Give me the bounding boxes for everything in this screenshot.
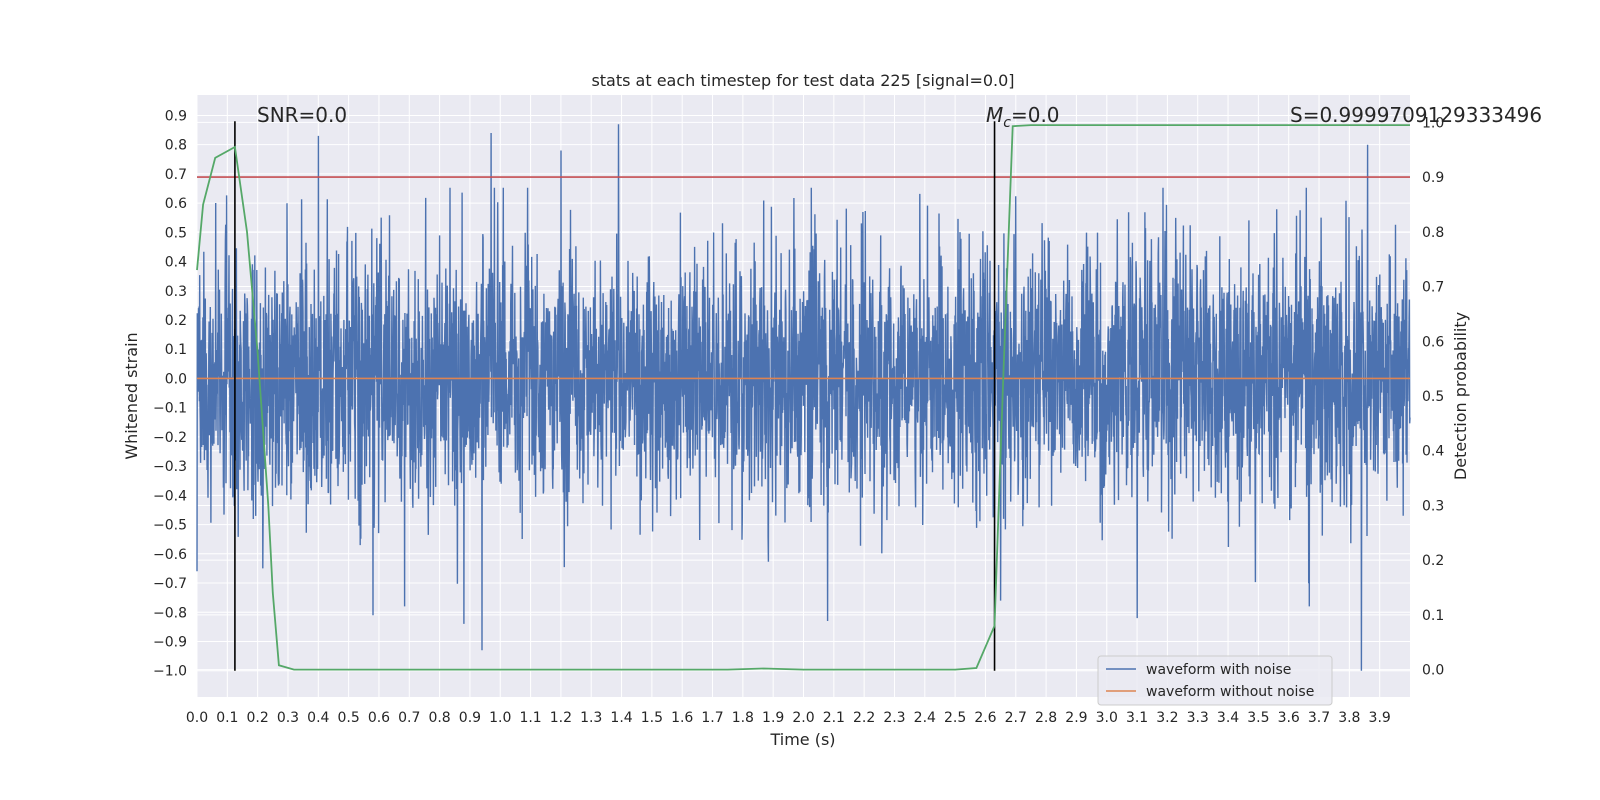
y2-tick-label: 0.9 [1422, 170, 1444, 186]
x-tick-label: 3.4 [1217, 710, 1239, 726]
x-tick-label: 1.8 [732, 710, 754, 726]
x-tick-label: 0.0 [186, 710, 208, 726]
x-tick-label: 0.7 [398, 710, 420, 726]
x-tick-label: 0.1 [216, 710, 238, 726]
x-tick-label: 1.0 [489, 710, 511, 726]
legend: waveform with noise waveform without noi… [1097, 655, 1333, 706]
y-tick-label: −0.9 [153, 634, 187, 650]
y-tick-label: 0.7 [165, 167, 187, 183]
y-tick-label: −0.8 [153, 605, 187, 621]
y-tick-label: −0.7 [153, 576, 187, 592]
y2-tick-label: 0.8 [1422, 225, 1444, 241]
y-tick-label: 0.9 [165, 108, 187, 124]
x-tick-label: 2.0 [792, 710, 814, 726]
y-tick-label: −0.3 [153, 459, 187, 475]
detection-probability-line [196, 124, 1410, 671]
y-tick-label: −0.1 [153, 401, 187, 417]
x-tick-label: 0.9 [459, 710, 481, 726]
y2-tick-labels: 1.0 0.9 0.8 0.7 0.6 0.5 0.4 0.3 0.2 0.1 0.0 [1422, 115, 1444, 678]
x-tick-label: 1.3 [580, 710, 602, 726]
x-tick-label: 3.6 [1278, 710, 1300, 726]
s-annotation: S=0.9999709129333496 [1290, 103, 1542, 127]
x-tick-label: 2.4 [914, 710, 936, 726]
x-tick-label: 2.7 [1005, 710, 1027, 726]
y-tick-label: −0.4 [153, 488, 187, 504]
noisy-waveform-line [196, 124, 1411, 671]
y2-tick-label: 0.0 [1422, 663, 1444, 679]
mc-annotation: Mc=0.0 [986, 103, 1060, 131]
x-tick-label: 0.8 [428, 710, 450, 726]
x-tick-labels: 0.0 0.1 0.2 0.3 0.4 0.5 0.6 0.7 0.8 0.9 1.0 1.1 1.2 1… [186, 710, 1391, 726]
waveform-with-noise-series [196, 124, 1411, 671]
y-tick-label: 0.6 [165, 196, 187, 212]
x-tick-label: 2.2 [853, 710, 875, 726]
x-tick-label: 3.2 [1156, 710, 1178, 726]
chart-title: stats at each timestep for test data 225… [591, 71, 1014, 90]
x-tick-label: 0.3 [277, 710, 299, 726]
x-tick-label: 3.0 [1096, 710, 1118, 726]
y-tick-label: 0.4 [165, 255, 187, 271]
x-tick-label: 0.5 [337, 710, 359, 726]
detection-probability-series [196, 124, 1410, 671]
y-tick-label: 0.2 [165, 313, 187, 329]
x-tick-label: 1.9 [762, 710, 784, 726]
x-axis-label: Time (s) [769, 730, 835, 749]
y-tick-label: −0.2 [153, 430, 187, 446]
y-tick-label: −0.6 [153, 547, 187, 563]
y-tick-label: 0.1 [165, 342, 187, 358]
y-tick-label: 0.5 [165, 225, 187, 241]
y-tick-label: −0.5 [153, 518, 187, 534]
y2-tick-label: 1.0 [1422, 115, 1444, 131]
mc-value: =0.0 [1011, 103, 1060, 127]
y2-tick-label: 0.6 [1422, 334, 1444, 350]
x-tick-label: 3.9 [1369, 710, 1391, 726]
x-tick-label: 2.5 [944, 710, 966, 726]
reference-lines [197, 121, 1410, 671]
x-tick-label: 0.4 [307, 710, 329, 726]
x-tick-label: 2.8 [1035, 710, 1057, 726]
y2-tick-label: 0.7 [1422, 280, 1444, 296]
y-tick-label: 0.0 [165, 371, 187, 387]
x-tick-label: 0.2 [247, 710, 269, 726]
y2-tick-label: 0.5 [1422, 389, 1444, 405]
y2-tick-label: 0.4 [1422, 444, 1444, 460]
x-tick-label: 1.4 [610, 710, 632, 726]
x-tick-label: 3.8 [1338, 710, 1360, 726]
x-tick-label: 1.7 [701, 710, 723, 726]
y2-tick-label: 0.2 [1422, 553, 1444, 569]
x-tick-label: 1.6 [671, 710, 693, 726]
y2-axis-label: Detection probability [1451, 312, 1470, 480]
legend-label-noisy: waveform with noise [1146, 662, 1291, 678]
x-tick-label: 3.1 [1126, 710, 1148, 726]
x-tick-label: 1.2 [550, 710, 572, 726]
y-tick-label: 0.3 [165, 284, 187, 300]
snr-annotation: SNR=0.0 [257, 103, 347, 127]
y2-tick-label: 0.1 [1422, 608, 1444, 624]
legend-label-clean: waveform without noise [1146, 684, 1314, 700]
x-tick-label: 1.1 [519, 710, 541, 726]
mc-symbol: M [986, 103, 1003, 127]
x-tick-label: 2.3 [883, 710, 905, 726]
x-tick-label: 3.7 [1308, 710, 1330, 726]
x-tick-label: 3.3 [1187, 710, 1209, 726]
y-axis-label: Whitened strain [122, 332, 141, 459]
y-tick-labels: 0.9 0.8 0.7 0.6 0.5 0.4 0.3 0.2 0.1 0.0 −0.1 −0.2 −0… [153, 108, 187, 679]
x-tick-label: 2.6 [974, 710, 996, 726]
x-tick-label: 1.5 [641, 710, 663, 726]
y-tick-label: 0.8 [165, 138, 187, 154]
legend-box [1097, 655, 1333, 706]
x-tick-label: 2.9 [1065, 710, 1087, 726]
y2-tick-label: 0.3 [1422, 498, 1444, 514]
y-tick-label: −1.0 [153, 664, 187, 680]
x-tick-label: 0.6 [368, 710, 390, 726]
x-tick-label: 3.5 [1247, 710, 1269, 726]
mc-subscript: c [1003, 115, 1011, 131]
x-tick-label: 2.1 [823, 710, 845, 726]
